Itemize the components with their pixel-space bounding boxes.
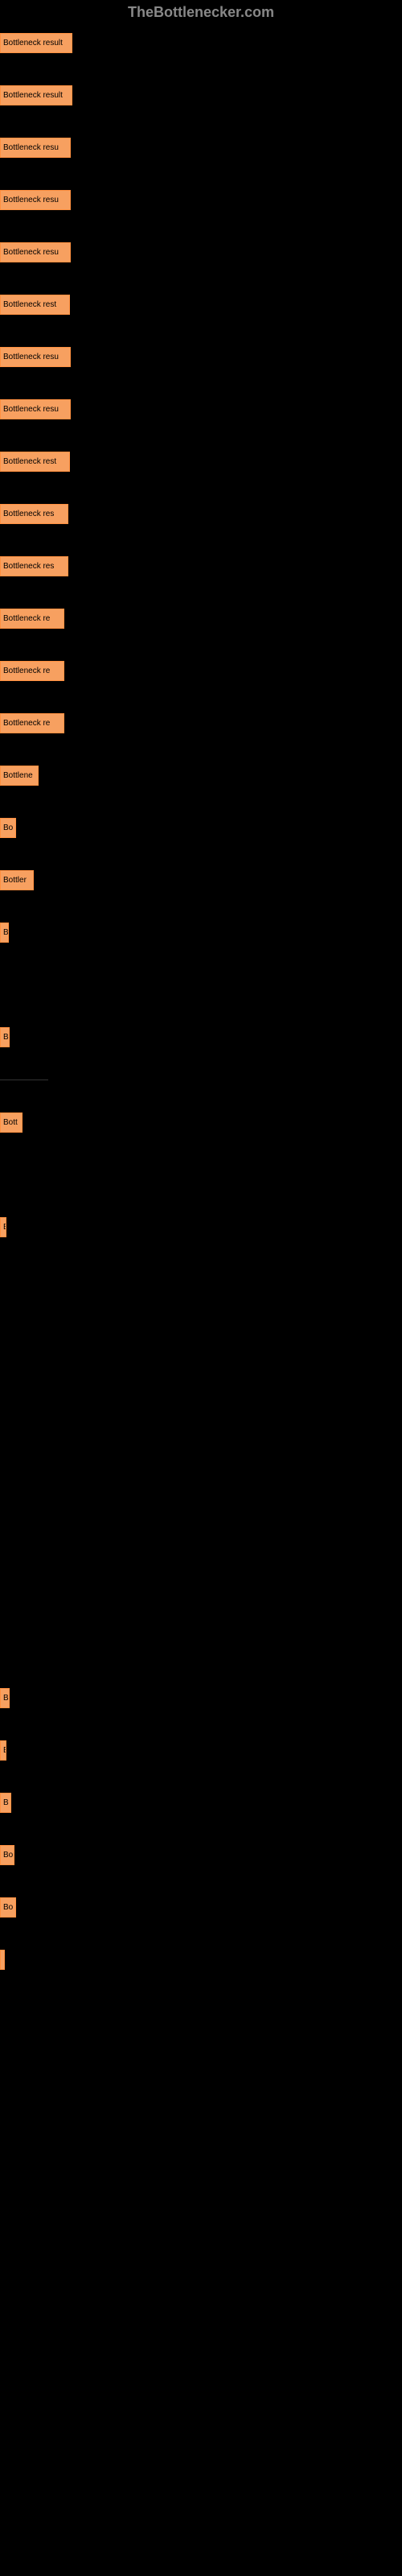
chart-spacer bbox=[0, 1269, 402, 1322]
bar-row: Bottleneck re bbox=[0, 609, 402, 629]
bar-row: Bottleneck resu bbox=[0, 190, 402, 210]
chart-bar: B bbox=[0, 1793, 11, 1813]
bar-chart: Bottleneck result Bottleneck result Bottle… bbox=[0, 25, 402, 2010]
bar-row: Bottleneck re bbox=[0, 661, 402, 681]
bar-row: Bottleneck result bbox=[0, 85, 402, 105]
page-title: TheBottlenecker.com bbox=[0, 0, 402, 25]
chart-spacer bbox=[0, 1583, 402, 1636]
chart-bar: Bottleneck res bbox=[0, 556, 68, 576]
bar-row: Bottleneck rest bbox=[0, 295, 402, 315]
bar-row: B bbox=[0, 1688, 402, 1708]
chart-bar: Bottleneck resu bbox=[0, 190, 71, 210]
bar-row: Bottleneck resu bbox=[0, 347, 402, 367]
chart-bar: Bottleneck result bbox=[0, 85, 72, 105]
bar-row: B bbox=[0, 1217, 402, 1237]
bar-row: B bbox=[0, 1740, 402, 1761]
bar-row: Bottleneck res bbox=[0, 504, 402, 524]
bar-row: Bo bbox=[0, 818, 402, 838]
bar-row: Bo bbox=[0, 1897, 402, 1918]
bar-row bbox=[0, 1950, 402, 1970]
bar-row: B bbox=[0, 923, 402, 943]
bar-row: Bottler bbox=[0, 870, 402, 890]
bar-row: Bottlene bbox=[0, 766, 402, 786]
chart-bar: Bottleneck resu bbox=[0, 399, 71, 419]
chart-spacer bbox=[0, 1479, 402, 1531]
chart-bar: Bottleneck resu bbox=[0, 138, 71, 158]
chart-bar: Bo bbox=[0, 1845, 14, 1865]
chart-bar: Bottlene bbox=[0, 766, 39, 786]
chart-bar: B bbox=[0, 1688, 10, 1708]
chart-spacer bbox=[0, 1531, 402, 1583]
chart-bar: Bott bbox=[0, 1113, 23, 1133]
chart-bar: Bottleneck resu bbox=[0, 347, 71, 367]
chart-spacer bbox=[0, 1322, 402, 1374]
chart-bar: B bbox=[0, 923, 9, 943]
chart-bar: Bottleneck res bbox=[0, 504, 68, 524]
chart-spacer bbox=[0, 975, 402, 1027]
chart-bar: Bottleneck result bbox=[0, 33, 72, 53]
bar-row: Bottleneck resu bbox=[0, 138, 402, 158]
bar-row: Bo bbox=[0, 1845, 402, 1865]
chart-bar: Bo bbox=[0, 818, 16, 838]
chart-bar: B bbox=[0, 1740, 6, 1761]
bar-row: Bottleneck result bbox=[0, 33, 402, 53]
bar-row: Bottleneck resu bbox=[0, 399, 402, 419]
chart-bar: Bottleneck rest bbox=[0, 295, 70, 315]
chart-bar bbox=[0, 1950, 5, 1970]
chart-spacer bbox=[0, 1165, 402, 1217]
bar-row: Bottleneck re bbox=[0, 713, 402, 733]
chart-bar: B bbox=[0, 1217, 6, 1237]
chart-bar: Bottleneck re bbox=[0, 661, 64, 681]
bar-row: Bott bbox=[0, 1113, 402, 1133]
chart-bar: Bottleneck re bbox=[0, 713, 64, 733]
bar-row: B bbox=[0, 1027, 402, 1047]
bar-row: Bottleneck resu bbox=[0, 242, 402, 262]
chart-bar: Bottleneck resu bbox=[0, 242, 71, 262]
bar-row: Bottleneck res bbox=[0, 556, 402, 576]
chart-spacer bbox=[0, 1374, 402, 1426]
chart-spacer bbox=[0, 1636, 402, 1688]
bar-row: Bottleneck rest bbox=[0, 452, 402, 472]
bar-row: B bbox=[0, 1793, 402, 1813]
chart-bar: Bottleneck rest bbox=[0, 452, 70, 472]
chart-bar: Bo bbox=[0, 1897, 16, 1918]
chart-bar: Bottleneck re bbox=[0, 609, 64, 629]
chart-bar: B bbox=[0, 1027, 10, 1047]
chart-bar: Bottler bbox=[0, 870, 34, 890]
chart-spacer bbox=[0, 1426, 402, 1479]
